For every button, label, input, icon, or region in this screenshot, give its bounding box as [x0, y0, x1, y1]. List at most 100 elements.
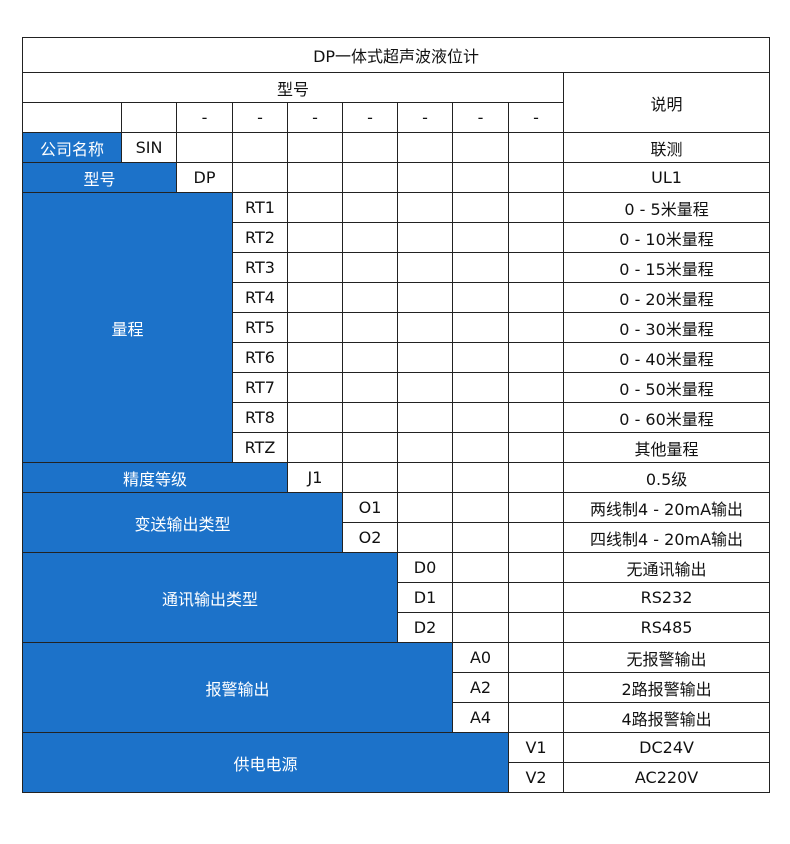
empty-cell: [397, 372, 453, 403]
option-description: 0 - 60米量程: [562, 402, 771, 433]
option-code: RT3: [232, 252, 288, 283]
empty-cell: [508, 612, 564, 643]
option-description: 2路报警输出: [562, 672, 771, 703]
empty-cell: [452, 372, 509, 403]
option-code: J1: [287, 462, 343, 493]
option-description: RS485: [562, 612, 771, 643]
option-code: A0: [452, 642, 509, 673]
description-header: 说明: [562, 72, 771, 133]
empty-cell: [508, 252, 564, 283]
empty-cell: [397, 132, 453, 163]
empty-cell: [508, 372, 564, 403]
table-row: 精度等级 J1 0.5级: [22, 462, 771, 493]
table-row: 公司名称 SIN 联测: [22, 132, 771, 163]
empty-cell: [121, 102, 177, 133]
option-description: AC220V: [562, 762, 771, 793]
empty-cell: [397, 222, 453, 253]
empty-cell: [342, 252, 398, 283]
option-code: O1: [342, 492, 398, 523]
empty-cell: [452, 402, 509, 433]
option-code: RT2: [232, 222, 288, 253]
empty-cell: [508, 282, 564, 313]
category-label: 型号: [22, 162, 177, 193]
category-label: 供电电源: [22, 732, 509, 793]
empty-cell: [342, 342, 398, 373]
table-row: 通讯输出类型 D0 无通讯输出: [22, 552, 771, 643]
dash-cell: -: [452, 102, 509, 133]
empty-cell: [508, 462, 564, 493]
empty-cell: [232, 132, 288, 163]
option-code: V2: [508, 762, 564, 793]
empty-cell: [397, 162, 453, 193]
empty-cell: [452, 432, 509, 463]
table-row: RT4 0 - 20米量程: [23, 282, 771, 313]
empty-cell: [508, 582, 564, 613]
table-row: O2 四线制4 - 20mA输出: [23, 522, 771, 553]
option-description: 0 - 15米量程: [562, 252, 771, 283]
empty-cell: [342, 162, 398, 193]
option-description: 0 - 20米量程: [562, 282, 771, 313]
option-description: RS232: [562, 582, 771, 613]
empty-cell: [397, 192, 453, 223]
dash-cell: -: [508, 102, 564, 133]
table-row: RT3 0 - 15米量程: [23, 252, 771, 283]
option-code: RT1: [232, 192, 288, 223]
category-label: 量程: [22, 192, 233, 463]
empty-cell: [397, 402, 453, 433]
empty-cell: [508, 162, 564, 193]
empty-cell: [397, 492, 453, 523]
empty-cell: [397, 282, 453, 313]
option-description: 4路报警输出: [562, 702, 771, 733]
empty-cell: [452, 552, 509, 583]
option-description: DC24V: [562, 732, 771, 763]
empty-cell: [508, 222, 564, 253]
option-description: 其他量程: [562, 432, 771, 463]
category-label: 变送输出类型: [22, 492, 343, 553]
empty-cell: [287, 222, 343, 253]
empty-cell: [342, 132, 398, 163]
empty-cell: [508, 132, 564, 163]
table-row: 变送输出类型 O1 两线制4 - 20mA输出: [22, 492, 771, 553]
empty-cell: [508, 492, 564, 523]
option-code: RT5: [232, 312, 288, 343]
empty-cell: [342, 282, 398, 313]
option-description: 四线制4 - 20mA输出: [562, 522, 771, 553]
empty-cell: [508, 402, 564, 433]
table-row: RT7 0 - 50米量程: [23, 372, 771, 403]
empty-cell: [397, 462, 453, 493]
empty-cell: [452, 582, 509, 613]
empty-cell: [397, 522, 453, 553]
option-code: SIN: [121, 132, 177, 163]
empty-cell: [508, 552, 564, 583]
empty-cell: [287, 432, 343, 463]
option-description: 0 - 50米量程: [562, 372, 771, 403]
category-label: 公司名称: [22, 132, 122, 163]
option-description: 0 - 10米量程: [562, 222, 771, 253]
empty-cell: [342, 312, 398, 343]
option-description: 0 - 30米量程: [562, 312, 771, 343]
empty-cell: [342, 462, 398, 493]
option-code: D2: [397, 612, 453, 643]
empty-cell: [508, 672, 564, 703]
empty-cell: [452, 162, 509, 193]
option-description: 联测: [562, 132, 771, 163]
empty-cell: [508, 192, 564, 223]
empty-cell: [287, 192, 343, 223]
dash-cell: -: [176, 102, 233, 133]
empty-cell: [508, 702, 564, 733]
empty-cell: [342, 372, 398, 403]
option-description: 0 - 40米量程: [562, 342, 771, 373]
empty-cell: [508, 342, 564, 373]
dash-cell: -: [232, 102, 288, 133]
category-label: 精度等级: [22, 462, 288, 493]
option-description: UL1: [562, 162, 771, 193]
table-row: RT6 0 - 40米量程: [23, 342, 771, 373]
empty-cell: [452, 282, 509, 313]
empty-cell: [342, 192, 398, 223]
empty-cell: [397, 252, 453, 283]
option-code: RT7: [232, 372, 288, 403]
empty-cell: [452, 132, 509, 163]
dash-cell: -: [287, 102, 343, 133]
dash-cell: -: [342, 102, 398, 133]
option-code: A2: [452, 672, 509, 703]
